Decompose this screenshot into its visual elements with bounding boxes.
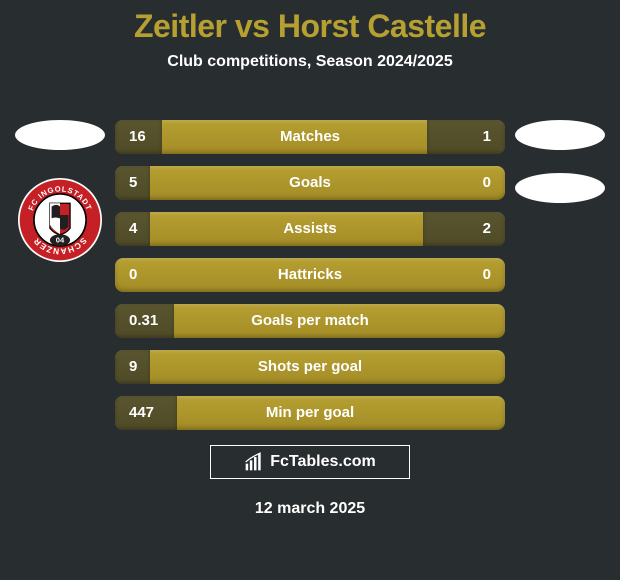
bar-left-value: 9 [129,350,137,384]
player-left-placeholder [15,120,105,150]
bar-right-segment [427,120,505,154]
stat-bar-row: 0 0Hattricks [115,258,505,292]
bar-right-segment [423,212,505,246]
stats-bars: 161Matches50Goals42Assists00Hattricks0.3… [115,120,505,442]
bar-right-value: 1 [483,120,491,154]
logo-text: FcTables.com [270,453,376,471]
stat-bar-row: 5 0Goals [115,166,505,200]
svg-text:★: ★ [35,215,45,225]
svg-text:04: 04 [56,236,65,245]
bar-left-value: 0 [129,258,137,292]
bar-label: Hattricks [115,258,505,292]
stat-bar-row: 9Shots per goal [115,350,505,384]
svg-text:★: ★ [77,215,87,225]
player-right-placeholder-2 [515,173,605,203]
bar-label: Goals [115,166,505,200]
player-right-placeholder-1 [515,120,605,150]
bar-label: Shots per goal [115,350,505,384]
bar-right-value: 2 [483,212,491,246]
stat-bar-row: 161Matches [115,120,505,154]
stat-bar-row: 447Min per goal [115,396,505,430]
stat-bar-row: 0.31Goals per match [115,304,505,338]
bar-left-value: 0.31 [129,304,158,338]
subtitle: Club competitions, Season 2024/2025 [0,53,620,71]
page-title: Zeitler vs Horst Castelle [0,0,620,45]
bar-right-value: 0 [483,166,491,200]
comparison-date: 12 march 2025 [0,500,620,518]
bar-right-value: 0 [483,258,491,292]
bar-left-value: 4 [129,212,137,246]
chart-icon [244,452,264,472]
bar-left-value: 5 [129,166,137,200]
bar-left-value: 447 [129,396,154,430]
fctables-logo[interactable]: FcTables.com [210,445,410,479]
stat-bar-row: 42Assists [115,212,505,246]
bar-left-value: 16 [129,120,146,154]
bar-label: Goals per match [115,304,505,338]
club-badge: FC INGOLSTADT SCHANZER 04 ★ ★ [18,178,102,262]
